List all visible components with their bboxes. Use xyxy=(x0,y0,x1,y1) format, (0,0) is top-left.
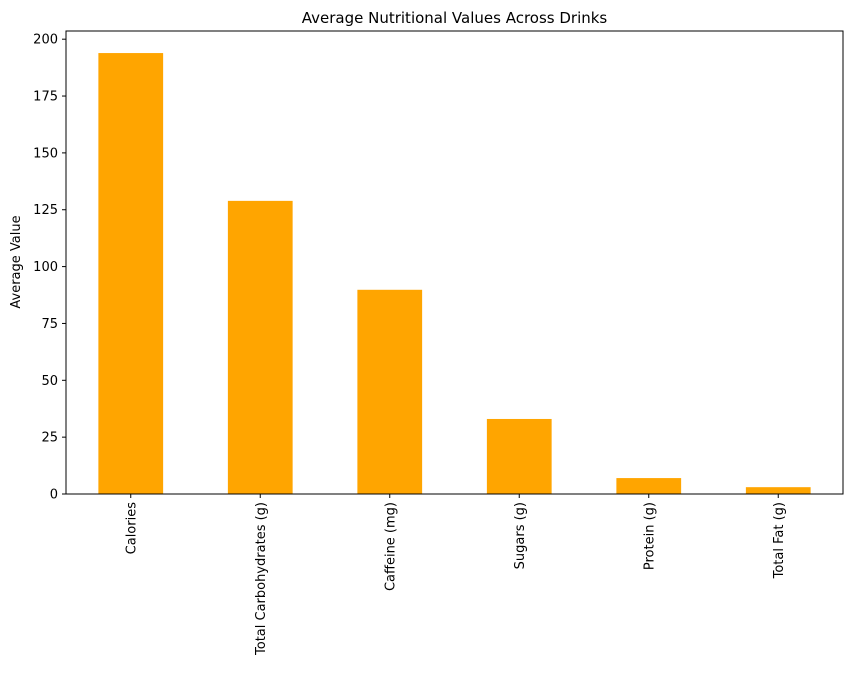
y-tick-label: 0 xyxy=(50,488,58,503)
bars-group xyxy=(98,53,811,495)
x-tick-label: Total Fat (g) xyxy=(772,502,787,579)
y-tick-label: 125 xyxy=(33,203,58,218)
x-tick-label: Caffeine (mg) xyxy=(383,502,398,591)
bar-5 xyxy=(745,487,811,494)
bar-4 xyxy=(616,478,682,494)
bar-3 xyxy=(486,418,552,494)
y-tick-label: 175 xyxy=(33,90,58,105)
bar-1 xyxy=(227,200,293,494)
x-axis-ticks: Calories Total Carbohydrates (g) Caffeine … xyxy=(124,494,787,656)
plot-frame xyxy=(65,30,844,495)
x-tick-label: Total Carbohydrates (g) xyxy=(254,502,269,656)
bar-2 xyxy=(357,289,423,494)
y-tick-label: 75 xyxy=(41,317,58,332)
x-tick-label: Calories xyxy=(124,502,139,555)
bar-0 xyxy=(98,53,164,495)
y-tick-label: 25 xyxy=(41,431,58,446)
y-tick-label: 50 xyxy=(41,374,58,389)
y-tick-label: 200 xyxy=(33,33,58,48)
y-axis-label: Average Value xyxy=(9,215,24,308)
y-tick-label: 150 xyxy=(33,146,58,161)
y-tick-label: 100 xyxy=(33,260,58,275)
y-axis-ticks: 0 25 50 75 100 125 150 175 200 xyxy=(33,33,66,503)
x-tick-label: Protein (g) xyxy=(642,502,657,570)
chart-title: Average Nutritional Values Across Drinks xyxy=(302,9,608,27)
x-tick-label: Sugars (g) xyxy=(513,502,528,569)
